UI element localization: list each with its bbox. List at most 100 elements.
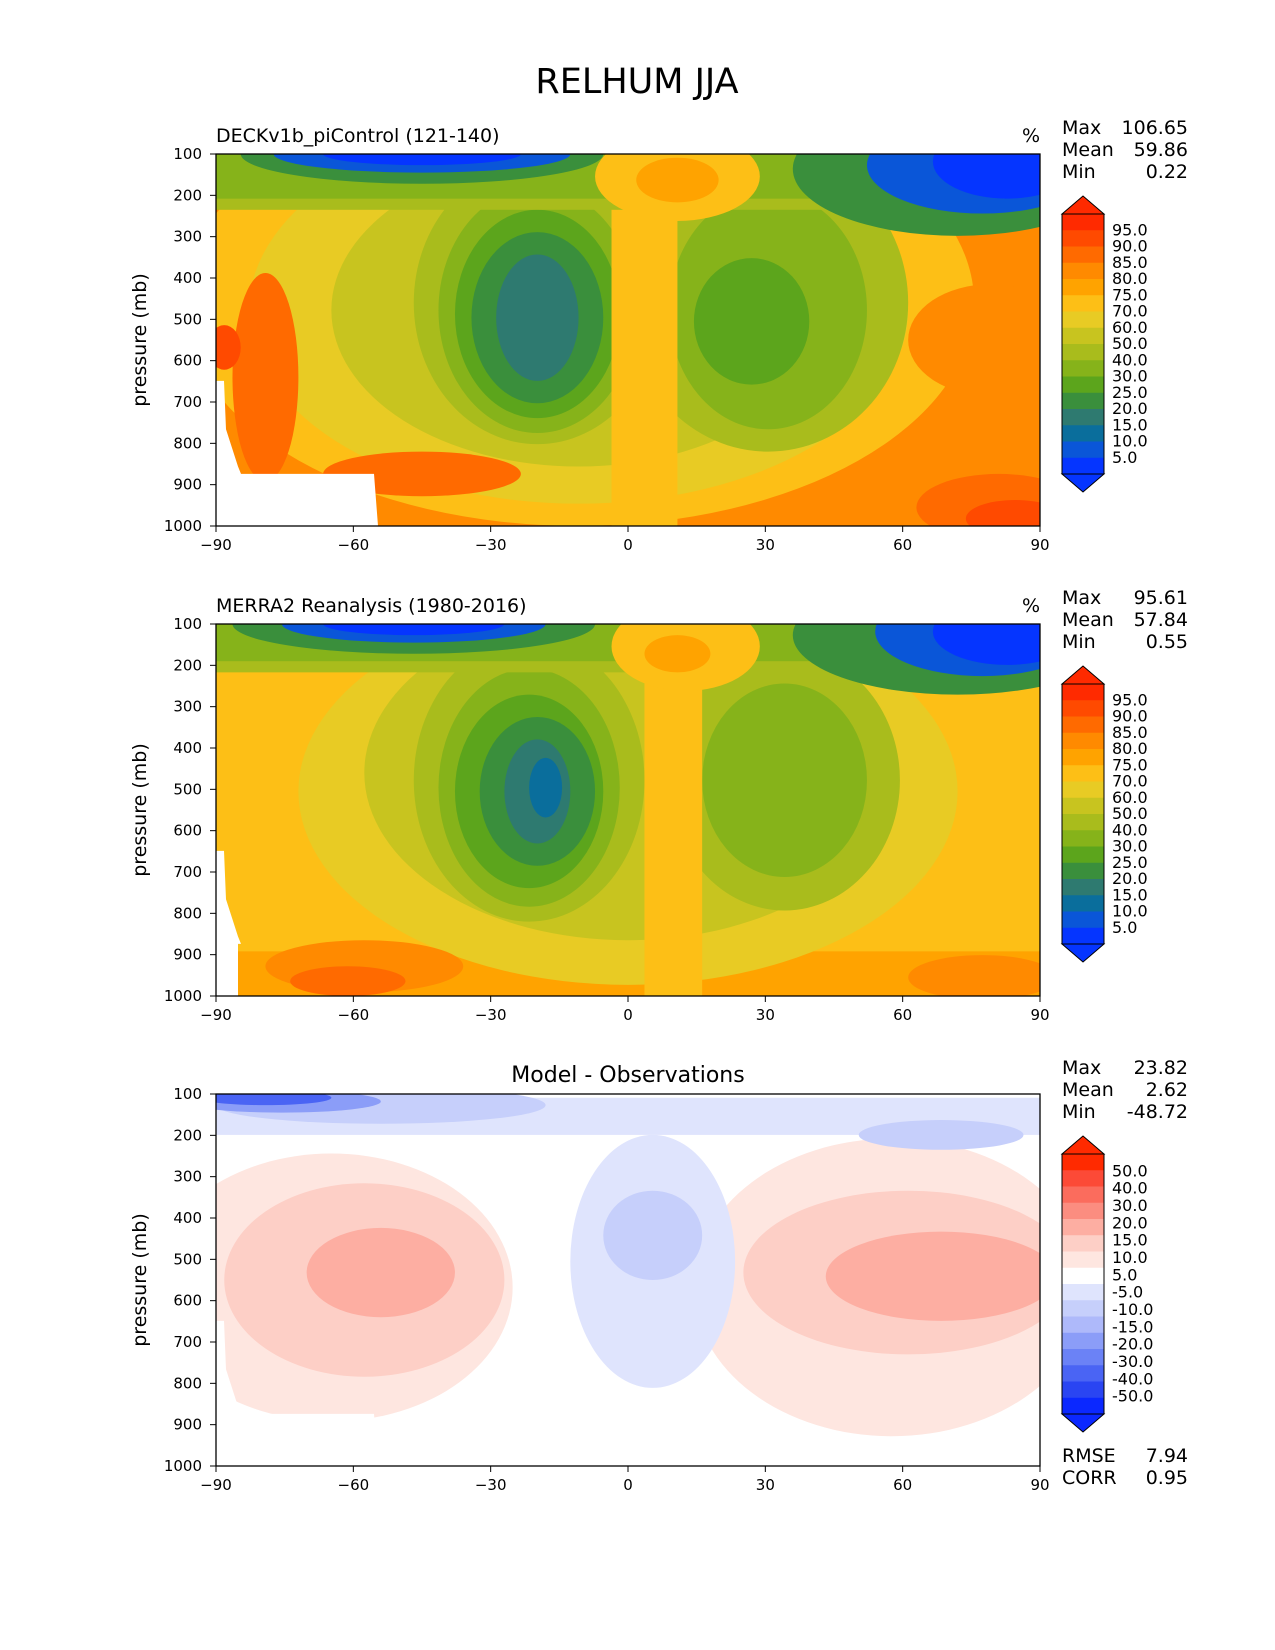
colorbar-extend-top bbox=[1060, 195, 1106, 215]
colorbar-swatch bbox=[1062, 1186, 1104, 1204]
contour-band bbox=[965, 499, 1040, 526]
x-tick-label: −90 bbox=[200, 1476, 232, 1494]
stat-label: Mean bbox=[1062, 139, 1114, 161]
x-tick-label: −60 bbox=[338, 1476, 370, 1494]
colorbar-tick-label: 40.0 bbox=[1112, 350, 1148, 369]
stat-label: Mean bbox=[1062, 609, 1114, 631]
stat-label: Max bbox=[1062, 587, 1101, 609]
x-tick-label: −30 bbox=[475, 1006, 507, 1024]
colorbar-tick-label: 50.0 bbox=[1112, 1161, 1148, 1180]
y-tick-label: 900 bbox=[173, 1416, 202, 1434]
y-axis-label: pressure (mb) bbox=[129, 273, 151, 407]
stat-value: 57.84 bbox=[1134, 609, 1188, 631]
colorbar-swatch bbox=[1062, 1349, 1104, 1366]
colorbar-swatch bbox=[1062, 1235, 1104, 1252]
x-tick-label: 90 bbox=[1030, 1006, 1049, 1024]
colorbar-tick-label: 70.0 bbox=[1112, 302, 1148, 321]
colorbar-extend-bottom bbox=[1060, 473, 1106, 493]
colorbar-tick-label: 40.0 bbox=[1112, 820, 1148, 839]
colorbar-tick-label: 10.0 bbox=[1112, 432, 1148, 451]
colorbar-swatch bbox=[1062, 1284, 1104, 1301]
colorbar-frame bbox=[1061, 213, 1105, 475]
colorbar-tick-label: 60.0 bbox=[1112, 788, 1148, 807]
colorbar-tick-label: 70.0 bbox=[1112, 772, 1148, 791]
stat-label: Max bbox=[1062, 1057, 1101, 1079]
colorbar-extend-bottom bbox=[1060, 943, 1106, 963]
colorbar-swatch bbox=[1062, 214, 1104, 231]
colorbar-tick-label: 50.0 bbox=[1112, 334, 1148, 353]
x-tick-label: 0 bbox=[623, 536, 633, 554]
colorbar-swatch bbox=[1062, 1365, 1104, 1382]
x-tick-label: 60 bbox=[893, 536, 912, 554]
colorbar-swatch bbox=[1062, 246, 1104, 264]
panel-title: Model - Observations bbox=[511, 1063, 744, 1088]
colorbar-swatch bbox=[1062, 911, 1104, 929]
y-tick-label: 700 bbox=[173, 1333, 202, 1351]
x-tick-label: 30 bbox=[756, 536, 775, 554]
contour-band bbox=[693, 258, 810, 385]
stat-label: Max bbox=[1062, 117, 1101, 139]
colorbar-swatch bbox=[1062, 441, 1104, 459]
colorbar-swatch bbox=[1062, 797, 1104, 815]
units-label: % bbox=[1022, 125, 1040, 147]
colorbar: 95.090.085.080.075.070.060.050.040.030.0… bbox=[1060, 195, 1148, 493]
colorbar-tick-label: 30.0 bbox=[1112, 837, 1148, 856]
colorbar-swatch bbox=[1062, 311, 1104, 329]
y-tick-label: 100 bbox=[173, 145, 202, 163]
y-tick-label: 200 bbox=[173, 1126, 202, 1144]
colorbar-swatch bbox=[1062, 684, 1104, 701]
colorbar-tick-label: 85.0 bbox=[1112, 253, 1148, 272]
x-tick-label: 0 bbox=[623, 1006, 633, 1024]
contour-field bbox=[216, 1094, 1040, 1466]
colorbar-swatch bbox=[1062, 1381, 1104, 1399]
contour-field bbox=[216, 154, 1040, 526]
contour-band bbox=[216, 325, 241, 370]
colorbar-swatch bbox=[1062, 765, 1104, 782]
colorbar-swatch bbox=[1062, 230, 1104, 247]
y-tick-label: 300 bbox=[173, 698, 202, 716]
colorbar-tick-label: -30.0 bbox=[1112, 1352, 1153, 1371]
y-tick-label: 400 bbox=[173, 269, 202, 287]
topography-mask bbox=[216, 380, 378, 526]
x-tick-label: 0 bbox=[623, 1476, 633, 1494]
y-tick-label: 800 bbox=[173, 434, 202, 452]
colorbar-tick-label: 30.0 bbox=[1112, 1196, 1148, 1215]
colorbar-tick-label: 20.0 bbox=[1112, 869, 1148, 888]
contour-band bbox=[323, 154, 521, 166]
y-tick-label: 500 bbox=[173, 780, 202, 798]
panel-title: DECKv1b_piControl (121-140) bbox=[216, 125, 500, 147]
colorbar-tick-label: 80.0 bbox=[1112, 269, 1148, 288]
colorbar-tick-label: 25.0 bbox=[1112, 383, 1148, 402]
colorbar-swatch bbox=[1062, 295, 1104, 312]
colorbar-tick-label: -50.0 bbox=[1112, 1387, 1153, 1406]
contour-band bbox=[702, 683, 867, 877]
colorbar: 95.090.085.080.075.070.060.050.040.030.0… bbox=[1060, 665, 1148, 963]
contour-band bbox=[636, 157, 719, 203]
colorbar-tick-label: -10.0 bbox=[1112, 1300, 1153, 1319]
contour-band bbox=[644, 642, 703, 996]
colorbar-swatch bbox=[1062, 862, 1104, 880]
colorbar-swatch bbox=[1062, 360, 1104, 377]
colorbar-tick-label: 5.0 bbox=[1112, 1265, 1137, 1284]
stat-value: 23.82 bbox=[1134, 1057, 1188, 1079]
colorbar-tick-label: 30.0 bbox=[1112, 367, 1148, 386]
y-tick-label: 300 bbox=[173, 1168, 202, 1186]
contour-band bbox=[611, 172, 678, 526]
colorbar-tick-label: 15.0 bbox=[1112, 415, 1148, 434]
y-axis-label: pressure (mb) bbox=[129, 1213, 151, 1347]
colorbar-tick-label: -20.0 bbox=[1112, 1335, 1153, 1354]
contour-field bbox=[216, 624, 1040, 996]
y-tick-label: 200 bbox=[173, 186, 202, 204]
topography-mask bbox=[216, 850, 241, 996]
y-tick-label: 1000 bbox=[164, 1457, 202, 1475]
colorbar-swatch bbox=[1062, 1219, 1104, 1236]
stat-value: 0.55 bbox=[1146, 631, 1188, 653]
figure-title: RELHUM JJA bbox=[535, 62, 738, 102]
contour-band bbox=[306, 1227, 455, 1318]
y-tick-label: 500 bbox=[173, 310, 202, 328]
colorbar-tick-label: 95.0 bbox=[1112, 690, 1148, 709]
colorbar-tick-label: 95.0 bbox=[1112, 220, 1148, 239]
stat-value: 2.62 bbox=[1146, 1079, 1188, 1101]
x-tick-label: 90 bbox=[1030, 536, 1049, 554]
colorbar-tick-label: 75.0 bbox=[1112, 285, 1148, 304]
